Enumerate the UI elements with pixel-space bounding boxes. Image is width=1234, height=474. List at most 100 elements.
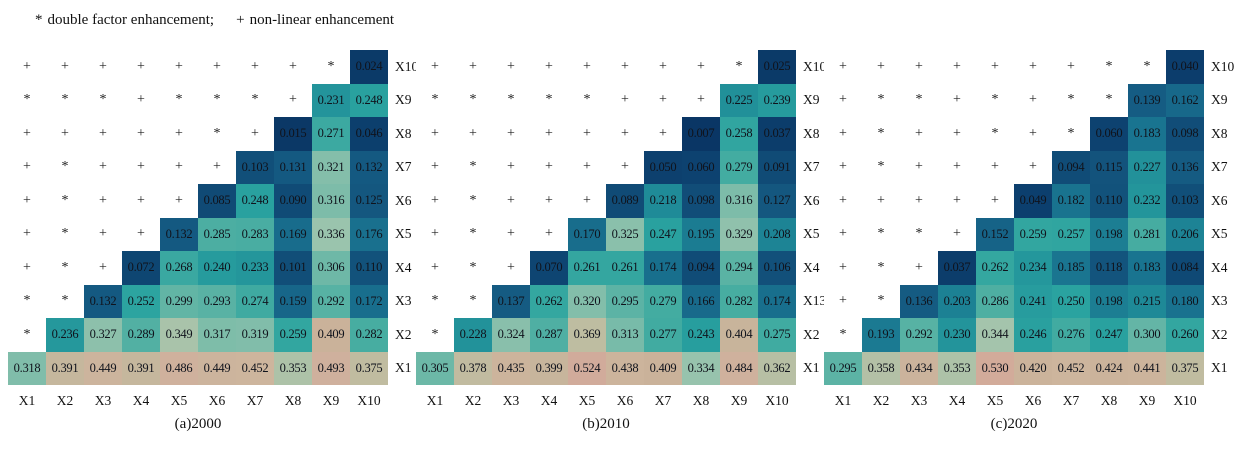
q-value-cell: 0.132 xyxy=(350,150,388,184)
q-value-cell: 0.094 xyxy=(682,251,720,285)
q-value-cell: 0.176 xyxy=(350,217,388,251)
matrix-row: + * + + + +0.050 0.060 0.279 0.091 X7 xyxy=(416,150,824,184)
col-label: X8 xyxy=(1100,393,1118,408)
enhancement-symbol-cell: + xyxy=(682,50,720,84)
enhancement-symbol-cell: + xyxy=(682,83,720,117)
row-label: X4 xyxy=(1211,259,1228,275)
matrix-row: * * * + * * * +0.231 0.248 X9 xyxy=(8,83,416,117)
q-value-cell: 0.037 xyxy=(938,251,976,285)
row-label: X2 xyxy=(1211,326,1228,342)
row-label: X5 xyxy=(1211,226,1228,242)
enhancement-symbol-cell: + xyxy=(1014,50,1052,84)
legend-label-double-factor: double factor enhancement; xyxy=(47,12,215,28)
enhancement-symbol-cell: * xyxy=(454,217,492,251)
col-label: X3 xyxy=(94,393,112,408)
row-label: X10 xyxy=(1211,58,1234,74)
row-label: X6 xyxy=(395,192,412,208)
col-label: X1 xyxy=(426,393,444,408)
row-label: X7 xyxy=(1211,159,1228,175)
row-label: X4 xyxy=(395,259,412,275)
q-value-cell: 0.259 xyxy=(274,318,312,352)
enhancement-symbol-cell: + xyxy=(198,50,236,84)
q-value-cell: 0.169 xyxy=(274,217,312,251)
q-value-cell: 0.007 xyxy=(682,117,720,151)
panel-caption: (c)2020 xyxy=(990,416,1038,432)
q-value-cell: 0.292 xyxy=(900,318,938,352)
q-value-cell: 0.227 xyxy=(1128,150,1166,184)
enhancement-symbol-cell: + xyxy=(568,117,606,151)
enhancement-symbol-cell: + xyxy=(824,184,862,218)
q-value-cell: 0.261 xyxy=(568,251,606,285)
enhancement-symbol-cell: + xyxy=(122,217,160,251)
enhancement-symbol-cell: * xyxy=(312,50,350,84)
matrix-row: + * + + + +0.103 0.131 0.321 0.132 X7 xyxy=(8,150,416,184)
q-value-cell: 0.319 xyxy=(236,318,274,352)
q-value-cell: 0.247 xyxy=(1090,318,1128,352)
q-value-cell: 0.313 xyxy=(606,318,644,352)
q-value-cell: 0.420 xyxy=(1014,351,1052,385)
col-label: X3 xyxy=(910,393,928,408)
enhancement-symbol-cell: + xyxy=(824,284,862,318)
col-label: X1 xyxy=(834,393,852,408)
enhancement-symbol-cell: * xyxy=(1052,83,1090,117)
row-label: X9 xyxy=(803,92,820,108)
enhancement-symbol-cell: + xyxy=(900,117,938,151)
enhancement-symbol-cell: + xyxy=(938,150,976,184)
q-value-cell: 0.118 xyxy=(1090,251,1128,285)
q-value-cell: 0.247 xyxy=(644,217,682,251)
enhancement-symbol-cell: + xyxy=(122,50,160,84)
q-value-cell: 0.287 xyxy=(530,318,568,352)
q-value-cell: 0.317 xyxy=(198,318,236,352)
enhancement-symbol-cell: + xyxy=(900,150,938,184)
matrix-row: + * +0.072 0.268 0.240 0.233 0.101 0.306 0.110 X4 xyxy=(8,251,416,285)
q-value-cell: 0.152 xyxy=(976,217,1014,251)
enhancement-symbol-cell: * xyxy=(862,117,900,151)
q-value-cell: 0.203 xyxy=(938,284,976,318)
enhancement-symbol-cell: * xyxy=(530,83,568,117)
enhancement-symbol-cell: + xyxy=(530,184,568,218)
q-value-cell: 0.172 xyxy=(350,284,388,318)
q-value-cell: 0.289 xyxy=(122,318,160,352)
q-value-cell: 0.435 xyxy=(492,351,530,385)
enhancement-symbol-cell: + xyxy=(900,184,938,218)
enhancement-symbol-cell: + xyxy=(1014,117,1052,151)
q-value-cell: 0.375 xyxy=(1166,351,1204,385)
enhancement-symbol-cell: + xyxy=(568,184,606,218)
heatmap-panel-a: + + + + + + + + * 0.024 X10 * * * + * * * +0.231 0.248 X9 + + +… xyxy=(8,50,418,435)
q-value-cell: 0.391 xyxy=(122,351,160,385)
q-value-cell: 0.233 xyxy=(236,251,274,285)
enhancement-symbol-cell: * xyxy=(1052,117,1090,151)
enhancement-symbol-cell: + xyxy=(606,150,644,184)
enhancement-symbol-cell: * xyxy=(862,284,900,318)
enhancement-symbol-cell: * xyxy=(862,83,900,117)
col-label: X10 xyxy=(357,393,381,408)
enhancement-symbol-cell: + xyxy=(198,150,236,184)
col-labels: X1 X2 X3 X4 X5 X6 X7 X8 X9 X10 xyxy=(416,389,824,413)
enhancement-symbol-cell: + xyxy=(530,117,568,151)
q-value-cell: 0.241 xyxy=(1014,284,1052,318)
q-value-cell: 0.234 xyxy=(1014,251,1052,285)
enhancement-symbol-cell: * xyxy=(46,83,84,117)
enhancement-symbol-cell: + xyxy=(416,217,454,251)
q-value-cell: 0.261 xyxy=(606,251,644,285)
legend-label-nonlinear: non-linear enhancement xyxy=(249,12,395,28)
q-value-cell: 0.193 xyxy=(862,318,900,352)
enhancement-symbol-cell: + xyxy=(824,50,862,84)
q-value-cell: 0.139 xyxy=(1128,83,1166,117)
q-value-cell: 0.344 xyxy=(976,318,1014,352)
q-value-cell: 0.358 xyxy=(862,351,900,385)
q-value-cell: 0.409 xyxy=(644,351,682,385)
matrix-row: + + + + + + + * * 0.040 X10 xyxy=(824,50,1234,84)
q-value-cell: 0.025 xyxy=(758,50,796,84)
q-value-cell: 0.271 xyxy=(312,117,350,151)
enhancement-symbol-cell: + xyxy=(84,184,122,218)
q-value-cell: 0.103 xyxy=(236,150,274,184)
matrix-row: * * 0.137 0.262 0.320 0.295 0.279 0.166 0.282 0.1… xyxy=(416,284,826,318)
enhancement-symbol-cell: * xyxy=(568,83,606,117)
q-value-cell: 0.260 xyxy=(1166,318,1204,352)
col-label: X7 xyxy=(1062,393,1080,408)
q-value-cell: 0.084 xyxy=(1166,251,1204,285)
panel-caption: (a)2000 xyxy=(174,416,222,432)
matrix-row: + + + + + + +0.007 0.258 0.037 X8 xyxy=(416,117,824,151)
q-value-cell: 0.293 xyxy=(198,284,236,318)
